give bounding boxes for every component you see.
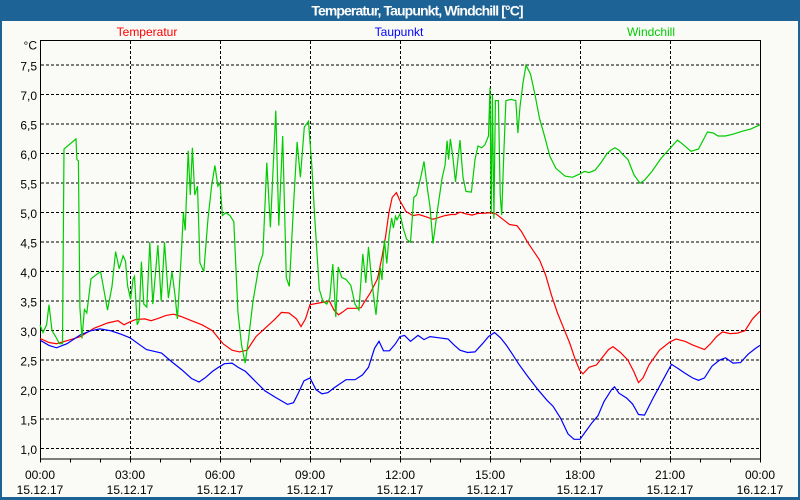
- svg-text:03:00: 03:00: [115, 468, 145, 482]
- svg-text:2,5: 2,5: [20, 354, 37, 368]
- svg-text:00:00: 00:00: [25, 468, 55, 482]
- svg-text:15.12.17: 15.12.17: [17, 483, 64, 497]
- svg-text:15.12.17: 15.12.17: [287, 483, 334, 497]
- svg-text:4,0: 4,0: [20, 266, 37, 280]
- svg-text:°C: °C: [24, 39, 38, 53]
- svg-text:3,5: 3,5: [20, 295, 37, 309]
- svg-text:09:00: 09:00: [295, 468, 325, 482]
- svg-text:00:00: 00:00: [745, 468, 775, 482]
- svg-text:6,0: 6,0: [20, 148, 37, 162]
- svg-text:7,5: 7,5: [20, 59, 37, 73]
- svg-text:1,5: 1,5: [20, 413, 37, 427]
- svg-text:Temperatur: Temperatur: [117, 25, 178, 39]
- svg-text:15:00: 15:00: [475, 468, 505, 482]
- svg-text:15.12.17: 15.12.17: [557, 483, 604, 497]
- svg-text:6,5: 6,5: [20, 118, 37, 132]
- svg-text:Temperatur, Taupunkt, Windchil: Temperatur, Taupunkt, Windchill [°C]: [311, 3, 523, 19]
- svg-text:06:00: 06:00: [205, 468, 235, 482]
- svg-text:2,0: 2,0: [20, 384, 37, 398]
- svg-text:21:00: 21:00: [655, 468, 685, 482]
- svg-text:7,0: 7,0: [20, 89, 37, 103]
- svg-text:15.12.17: 15.12.17: [377, 483, 424, 497]
- svg-text:18:00: 18:00: [565, 468, 595, 482]
- svg-text:15.12.17: 15.12.17: [197, 483, 244, 497]
- svg-text:16.12.17: 16.12.17: [737, 483, 784, 497]
- svg-text:5,0: 5,0: [20, 207, 37, 221]
- svg-text:15.12.17: 15.12.17: [107, 483, 154, 497]
- svg-text:Windchill: Windchill: [627, 25, 675, 39]
- svg-text:15.12.17: 15.12.17: [467, 483, 514, 497]
- svg-text:12:00: 12:00: [385, 468, 415, 482]
- svg-text:15.12.17: 15.12.17: [647, 483, 694, 497]
- svg-text:4,5: 4,5: [20, 236, 37, 250]
- svg-text:3,0: 3,0: [20, 325, 37, 339]
- svg-text:5,5: 5,5: [20, 177, 37, 191]
- svg-text:Taupunkt: Taupunkt: [375, 25, 424, 39]
- svg-text:1,0: 1,0: [20, 443, 37, 457]
